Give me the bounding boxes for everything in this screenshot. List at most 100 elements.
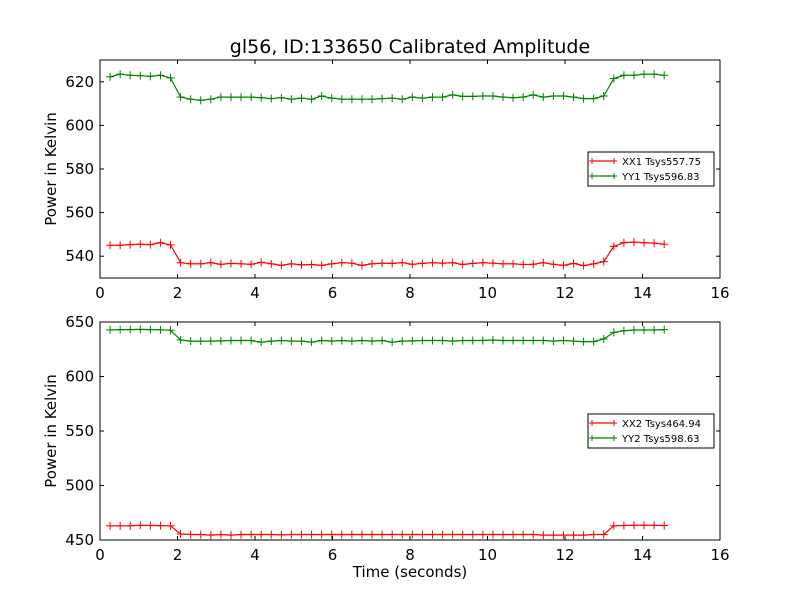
axes-frame: [99, 59, 721, 279]
series-point: [277, 261, 286, 270]
series-point: [368, 337, 377, 346]
series-point: [337, 258, 346, 267]
series-point: [569, 259, 578, 268]
series-point: [277, 93, 286, 102]
series-point: [458, 260, 467, 269]
series-point: [408, 530, 417, 539]
series-point: [136, 71, 145, 80]
series-point: [378, 530, 387, 539]
series-point: [488, 335, 497, 344]
series-point: [519, 530, 528, 539]
y-tick-label: 550: [65, 422, 94, 440]
series-point: [126, 71, 135, 80]
series-point: [589, 259, 598, 268]
series-point: [418, 336, 427, 345]
legend-label: YY2 Tsys598.63: [621, 434, 700, 445]
series-point: [337, 530, 346, 539]
series-point: [529, 260, 538, 269]
series-point: [166, 521, 175, 530]
series-point: [569, 93, 578, 102]
series-point: [458, 530, 467, 539]
series-point: [619, 326, 628, 335]
series-point: [186, 530, 195, 539]
series-point: [136, 240, 145, 249]
series-point: [368, 530, 377, 539]
series-point: [237, 93, 246, 102]
series-point: [277, 336, 286, 345]
series-1: [106, 521, 669, 540]
series-point: [398, 530, 407, 539]
series-point: [629, 521, 638, 530]
series-point: [216, 336, 225, 345]
series-point: [196, 96, 205, 105]
series-point: [559, 336, 568, 345]
series-point: [267, 337, 276, 346]
series-point: [549, 260, 558, 269]
series-point: [176, 93, 185, 102]
x-tick-label: 6: [328, 284, 338, 302]
series-point: [287, 337, 296, 346]
series-point: [327, 259, 336, 268]
series-point: [559, 261, 568, 270]
series-point: [468, 336, 477, 345]
series-point: [488, 530, 497, 539]
series-point: [579, 94, 588, 103]
series-point: [206, 337, 215, 346]
series-point: [599, 257, 608, 266]
series-point: [398, 95, 407, 104]
y-tick-label: 580: [65, 160, 94, 178]
series-point: [337, 95, 346, 104]
series-point: [428, 93, 437, 102]
series-point: [347, 337, 356, 346]
series-point: [277, 530, 286, 539]
series-point: [629, 325, 638, 334]
series-point: [579, 337, 588, 346]
series-point: [317, 261, 326, 270]
series-point: [499, 259, 507, 268]
series-point: [488, 91, 497, 100]
series-point: [428, 336, 437, 345]
series-point: [599, 530, 608, 539]
series-point: [156, 238, 165, 247]
series-point: [297, 94, 306, 103]
series-point: [478, 258, 487, 267]
series-point: [347, 259, 356, 268]
series-point: [136, 325, 145, 334]
series-point: [589, 94, 598, 103]
series-point: [569, 531, 578, 540]
chart-title: gl56, ID:133650 Calibrated Amplitude: [230, 36, 590, 58]
series-point: [206, 258, 215, 267]
series-point: [569, 337, 578, 346]
series-2: [106, 70, 669, 105]
series-point: [458, 92, 467, 101]
series-point: [398, 258, 407, 267]
series-point: [448, 530, 457, 539]
series-point: [549, 91, 558, 100]
series-point: [378, 259, 387, 268]
series-point: [327, 94, 336, 103]
series-point: [368, 95, 377, 104]
series-point: [327, 530, 336, 539]
series-point: [478, 336, 487, 345]
series-point: [519, 260, 528, 269]
legend-label: XX1 Tsys557.75: [622, 157, 701, 168]
series-point: [176, 258, 185, 267]
series-point: [156, 325, 165, 334]
series-point: [126, 521, 135, 530]
series-point: [529, 530, 538, 539]
series-point: [186, 337, 195, 346]
series-point: [388, 530, 397, 539]
series-point: [196, 337, 205, 346]
x-tick-label: 14: [633, 546, 652, 564]
series-point: [327, 337, 336, 346]
series-point: [559, 531, 568, 540]
series-point: [226, 259, 235, 268]
series-point: [599, 91, 608, 100]
series-point: [196, 259, 205, 268]
series-point: [549, 337, 558, 346]
series-point: [660, 240, 669, 249]
series-point: [539, 336, 548, 345]
series-point: [559, 91, 568, 100]
legend-box: [587, 151, 715, 187]
bottom-panel: 0 2 4 6 8 10 12 14 16 450 500 550 600 650 Power in Kel…: [42, 313, 730, 581]
